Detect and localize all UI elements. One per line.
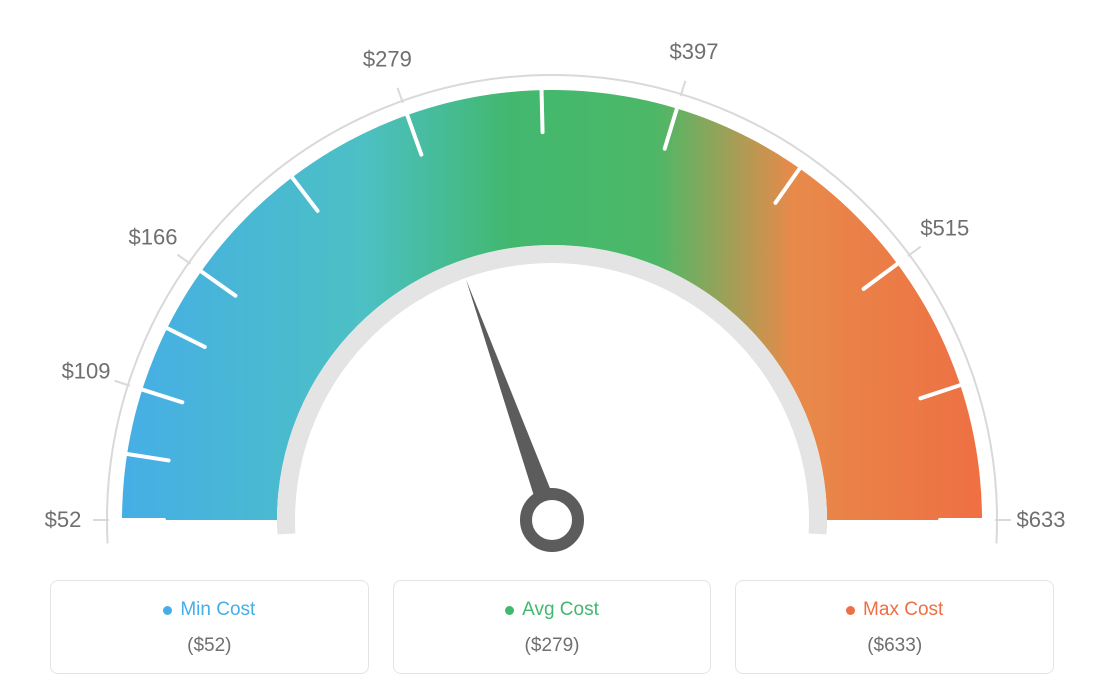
gauge-tick-label: $397 xyxy=(670,39,719,64)
dot-icon xyxy=(163,606,172,615)
gauge-tick-label: $109 xyxy=(62,359,111,384)
gauge-tick-label: $166 xyxy=(129,224,178,249)
gauge-tick-label: $633 xyxy=(1017,507,1066,532)
legend-avg-text: Avg Cost xyxy=(522,599,599,621)
legend-row: Min Cost ($52) Avg Cost ($279) Max Cost … xyxy=(20,580,1084,674)
legend-max-label: Max Cost xyxy=(748,599,1041,621)
legend-max-value: ($633) xyxy=(748,635,1041,657)
legend-min-value: ($52) xyxy=(63,635,356,657)
dot-icon xyxy=(505,606,514,615)
legend-max-card: Max Cost ($633) xyxy=(735,580,1054,674)
legend-min-label: Min Cost xyxy=(63,599,356,621)
dot-icon xyxy=(846,606,855,615)
gauge-tick-label: $52 xyxy=(45,507,82,532)
legend-max-text: Max Cost xyxy=(863,599,943,621)
gauge-hub xyxy=(526,494,578,546)
gauge-needle xyxy=(466,280,561,523)
legend-min-card: Min Cost ($52) xyxy=(50,580,369,674)
legend-avg-label: Avg Cost xyxy=(406,599,699,621)
cost-gauge-chart: $52 $109 $166 $279 $397 $515 $633 Min Cost ($5… xyxy=(20,20,1084,674)
gauge-svg: $52 $109 $166 $279 $397 $515 $633 xyxy=(20,20,1084,560)
legend-avg-card: Avg Cost ($279) xyxy=(393,580,712,674)
gauge-tick-label: $515 xyxy=(920,216,969,241)
gauge-tick-label: $279 xyxy=(363,47,412,72)
legend-min-text: Min Cost xyxy=(180,599,255,621)
legend-avg-value: ($279) xyxy=(406,635,699,657)
